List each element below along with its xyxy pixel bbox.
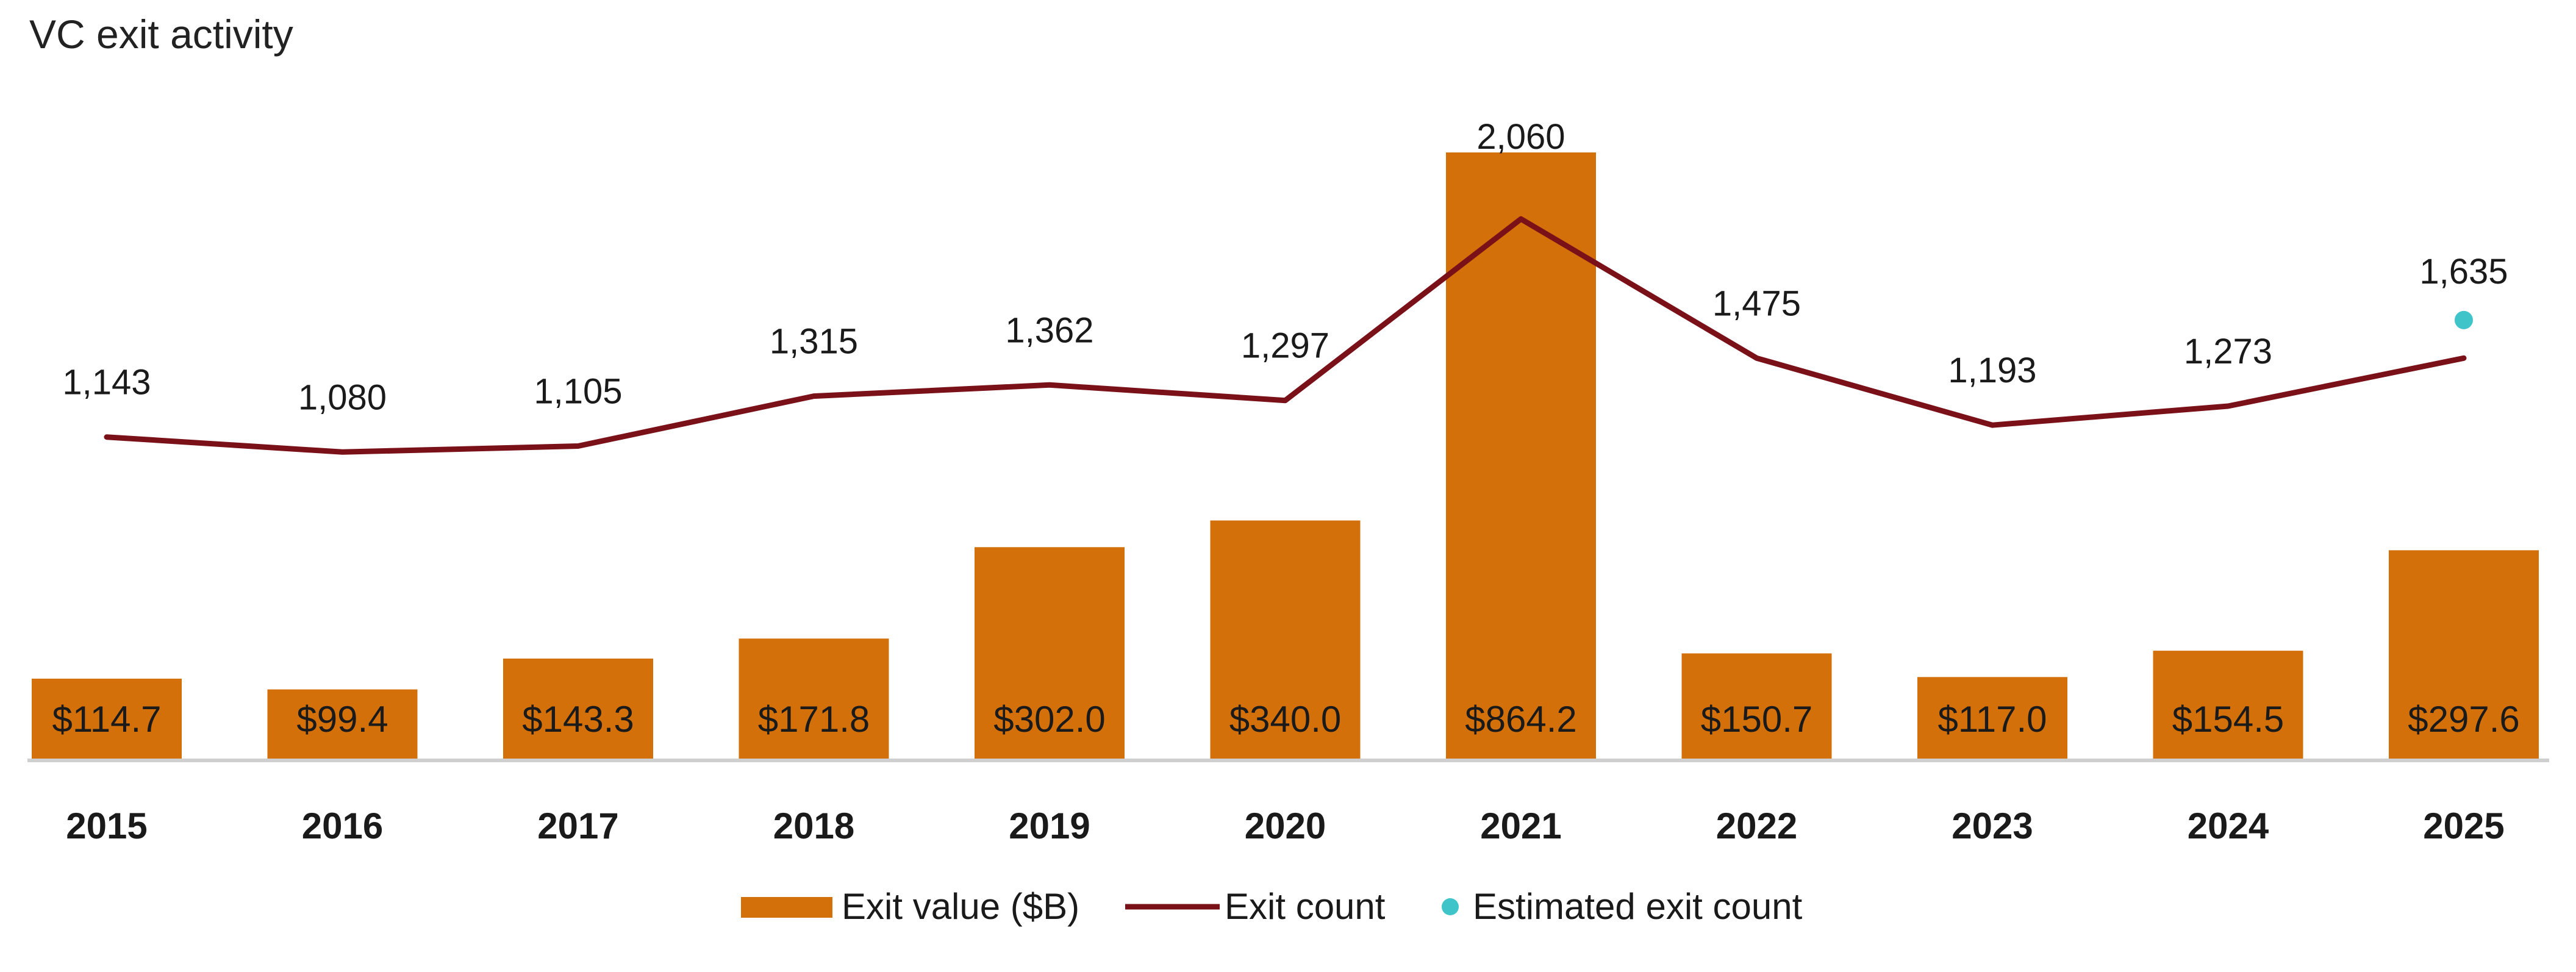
count-label-2023: 1,193: [1948, 351, 2036, 390]
bar-2016: [267, 689, 418, 759]
bar-label-2015: $114.7: [52, 699, 161, 740]
bar-2015: [32, 678, 182, 759]
x-tick-2018: 2018: [773, 806, 854, 846]
legend-swatch-exit-value: [741, 897, 832, 918]
x-tick-2025: 2025: [2423, 806, 2504, 846]
bar-2025: [2389, 550, 2539, 759]
legend-label-estimated-count: Estimated exit count: [1473, 886, 1803, 927]
legend-label-exit-count: Exit count: [1225, 886, 1386, 927]
bar-label-2021: $864.2: [1465, 699, 1577, 740]
bar-2017: [503, 659, 653, 759]
bar-2021: [1446, 152, 1596, 759]
chart-title: VC exit activity: [29, 12, 293, 57]
bar-label-2018: $171.8: [758, 699, 870, 740]
legend-label-exit-value: Exit value ($B): [842, 886, 1079, 927]
x-tick-2022: 2022: [1716, 806, 1797, 846]
bar-label-2017: $143.3: [522, 699, 634, 740]
count-label-2020: 1,297: [1241, 326, 1329, 366]
legend-swatch-estimated-count: [1442, 898, 1459, 915]
count-label-2016: 1,080: [298, 377, 387, 417]
x-tick-2023: 2023: [1952, 806, 2033, 846]
bar-label-2019: $302.0: [993, 699, 1106, 740]
x-tick-2016: 2016: [302, 806, 383, 846]
count-label-2018: 1,315: [770, 322, 858, 362]
exit-count-line: [104, 216, 2467, 455]
bar-2018: [739, 638, 889, 759]
bar-label-2023: $117.0: [1937, 699, 2047, 740]
bar-label-2022: $150.7: [1701, 699, 1813, 740]
x-tick-2019: 2019: [1009, 806, 1090, 846]
count-label-2022: 1,475: [1712, 284, 1801, 323]
bar-2019: [975, 547, 1125, 759]
count-label-2015: 1,143: [62, 363, 151, 402]
count-label-2019: 1,362: [1005, 310, 1093, 350]
bar-label-2016: $99.4: [296, 699, 388, 740]
bar-2020: [1210, 520, 1361, 759]
x-tick-2017: 2017: [537, 806, 618, 846]
bar-2024: [2153, 651, 2303, 759]
estimated-count-point-2025: [2455, 310, 2473, 329]
bar-label-2020: $340.0: [1229, 699, 1342, 740]
estimated-count-label-2025: 1,635: [2419, 252, 2508, 291]
bar-2023: [1917, 677, 2067, 759]
bar-label-2025: $297.6: [2408, 699, 2520, 740]
count-label-2017: 1,105: [534, 372, 622, 412]
x-tick-2020: 2020: [1245, 806, 1326, 846]
bar-2022: [1681, 653, 1832, 759]
bar-label-2024: $154.5: [2172, 699, 2284, 740]
count-label-2021: 2,060: [1476, 117, 1565, 157]
count-label-2024: 1,273: [2184, 332, 2272, 371]
x-tick-2015: 2015: [66, 806, 147, 846]
x-tick-2024: 2024: [2188, 806, 2269, 846]
x-tick-2021: 2021: [1480, 806, 1561, 846]
